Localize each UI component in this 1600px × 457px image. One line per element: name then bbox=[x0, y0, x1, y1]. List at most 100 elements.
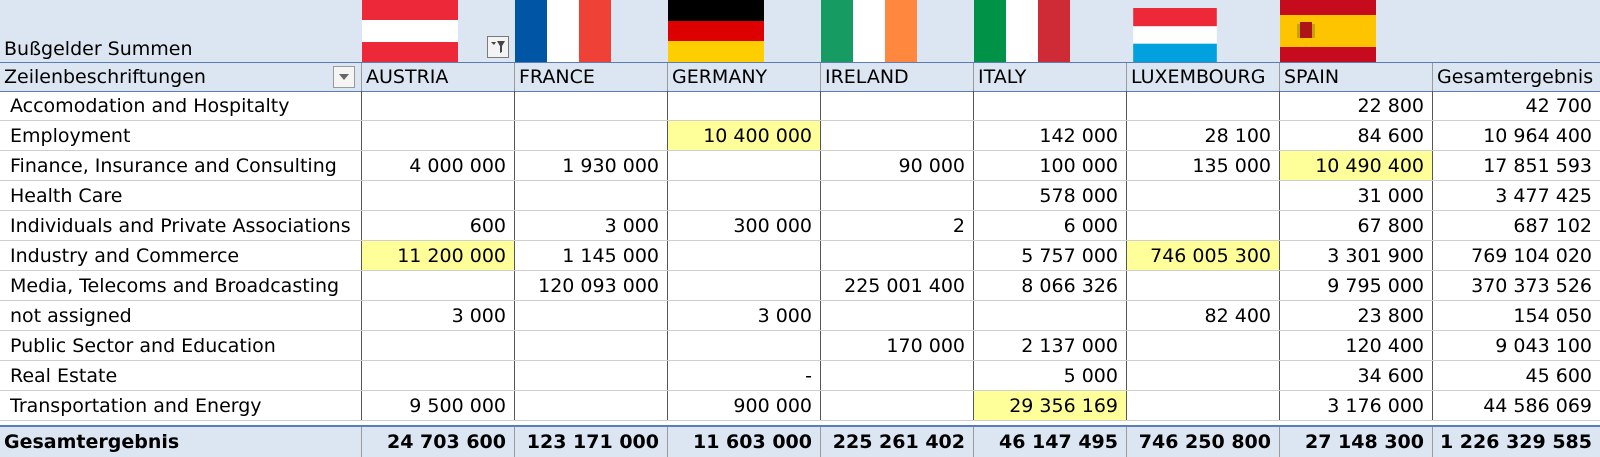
value-cell[interactable]: 135 000 bbox=[1127, 151, 1280, 180]
value-cell[interactable] bbox=[1127, 181, 1280, 210]
column-filter-button[interactable] bbox=[487, 36, 509, 58]
row-label[interactable]: Transportation and Energy bbox=[0, 391, 362, 420]
value-cell[interactable] bbox=[974, 91, 1127, 120]
value-cell[interactable]: 225 001 400 bbox=[821, 271, 974, 300]
row-label[interactable]: Finance, Insurance and Consulting bbox=[0, 151, 362, 180]
value-cell[interactable] bbox=[362, 331, 515, 360]
row-label[interactable]: not assigned bbox=[0, 301, 362, 330]
row-label[interactable]: Industry and Commerce bbox=[0, 241, 362, 270]
value-cell[interactable] bbox=[821, 121, 974, 150]
value-cell[interactable] bbox=[1127, 391, 1280, 420]
row-total-cell[interactable]: 45 600 bbox=[1525, 364, 1592, 387]
value-cell[interactable]: 23 800 bbox=[1280, 301, 1433, 330]
value-cell[interactable] bbox=[668, 241, 821, 270]
value-cell[interactable]: 300 000 bbox=[668, 211, 821, 240]
value-cell[interactable]: 10 490 400 bbox=[1280, 151, 1433, 180]
value-cell[interactable] bbox=[1127, 271, 1280, 300]
row-label[interactable]: Media, Telecoms and Broadcasting bbox=[0, 271, 362, 300]
value-cell[interactable] bbox=[974, 301, 1127, 330]
grand-total-cell[interactable]: 123 171 000 bbox=[515, 427, 668, 457]
value-cell[interactable] bbox=[362, 121, 515, 150]
value-cell[interactable]: 1 145 000 bbox=[515, 241, 668, 270]
value-cell[interactable] bbox=[821, 91, 974, 120]
value-cell[interactable] bbox=[1127, 331, 1280, 360]
value-cell[interactable]: 10 400 000 bbox=[668, 121, 821, 150]
value-cell[interactable] bbox=[821, 361, 974, 390]
value-cell[interactable]: 1 930 000 bbox=[515, 151, 668, 180]
value-cell[interactable] bbox=[668, 331, 821, 360]
value-cell[interactable] bbox=[668, 271, 821, 300]
value-cell[interactable]: 6 000 bbox=[974, 211, 1127, 240]
column-header[interactable]: LUXEMBOURG bbox=[1127, 63, 1280, 91]
value-cell[interactable] bbox=[668, 181, 821, 210]
grand-total-cell[interactable]: 746 250 800 bbox=[1127, 427, 1280, 457]
grand-total-cell[interactable]: 11 603 000 bbox=[668, 427, 821, 457]
value-cell[interactable]: 120 093 000 bbox=[515, 271, 668, 300]
value-cell[interactable]: 90 000 bbox=[821, 151, 974, 180]
grand-total-overall[interactable]: 1 226 329 585 bbox=[1439, 431, 1592, 453]
value-cell[interactable]: 9 500 000 bbox=[362, 391, 515, 420]
value-cell[interactable]: 170 000 bbox=[821, 331, 974, 360]
row-total-cell[interactable]: 3 477 425 bbox=[1495, 184, 1592, 207]
value-cell[interactable]: 3 176 000 bbox=[1280, 391, 1433, 420]
value-cell[interactable]: 8 066 326 bbox=[974, 271, 1127, 300]
value-cell[interactable]: 5 757 000 bbox=[974, 241, 1127, 270]
total-column-header[interactable]: Gesamtergebnis bbox=[1437, 66, 1594, 88]
row-label[interactable]: Public Sector and Education bbox=[0, 331, 362, 360]
value-cell[interactable] bbox=[362, 271, 515, 300]
grand-total-cell[interactable]: 27 148 300 bbox=[1280, 427, 1433, 457]
value-cell[interactable]: 578 000 bbox=[974, 181, 1127, 210]
value-cell[interactable]: 900 000 bbox=[668, 391, 821, 420]
value-cell[interactable]: 120 400 bbox=[1280, 331, 1433, 360]
value-cell[interactable] bbox=[668, 91, 821, 120]
value-cell[interactable]: 100 000 bbox=[974, 151, 1127, 180]
value-cell[interactable]: - bbox=[668, 361, 821, 390]
column-header[interactable]: ITALY bbox=[974, 63, 1127, 91]
grand-total-label[interactable]: Gesamtergebnis bbox=[0, 427, 362, 457]
value-cell[interactable]: 9 795 000 bbox=[1280, 271, 1433, 300]
value-cell[interactable]: 11 200 000 bbox=[362, 241, 515, 270]
value-cell[interactable]: 3 000 bbox=[515, 211, 668, 240]
row-total-cell[interactable]: 10 964 400 bbox=[1483, 124, 1592, 147]
row-total-cell[interactable]: 370 373 526 bbox=[1471, 274, 1592, 297]
row-label[interactable]: Accomodation and Hospitalty bbox=[0, 91, 362, 120]
row-total-cell[interactable]: 17 851 593 bbox=[1483, 154, 1592, 177]
value-cell[interactable] bbox=[515, 331, 668, 360]
value-cell[interactable] bbox=[362, 181, 515, 210]
column-header[interactable]: SPAIN bbox=[1280, 63, 1433, 91]
value-cell[interactable] bbox=[1127, 91, 1280, 120]
value-cell[interactable] bbox=[515, 121, 668, 150]
row-total-cell[interactable]: 769 104 020 bbox=[1471, 244, 1592, 267]
value-cell[interactable]: 2 bbox=[821, 211, 974, 240]
value-cell[interactable]: 22 800 bbox=[1280, 91, 1433, 120]
row-label[interactable]: Individuals and Private Associations bbox=[0, 211, 362, 240]
value-cell[interactable] bbox=[362, 361, 515, 390]
value-cell[interactable]: 67 800 bbox=[1280, 211, 1433, 240]
value-cell[interactable]: 600 bbox=[362, 211, 515, 240]
row-total-cell[interactable]: 687 102 bbox=[1513, 214, 1592, 237]
value-cell[interactable] bbox=[1127, 211, 1280, 240]
value-cell[interactable]: 31 000 bbox=[1280, 181, 1433, 210]
row-label[interactable]: Health Care bbox=[0, 181, 362, 210]
value-cell[interactable] bbox=[821, 301, 974, 330]
value-cell[interactable] bbox=[515, 91, 668, 120]
value-cell[interactable]: 746 005 300 bbox=[1127, 241, 1280, 270]
grand-total-cell[interactable]: 225 261 402 bbox=[821, 427, 974, 457]
row-total-cell[interactable]: 42 700 bbox=[1525, 94, 1592, 117]
value-cell[interactable] bbox=[821, 241, 974, 270]
column-header[interactable]: AUSTRIA bbox=[362, 63, 515, 91]
value-cell[interactable] bbox=[821, 181, 974, 210]
row-total-cell[interactable]: 9 043 100 bbox=[1495, 334, 1592, 357]
row-total-cell[interactable]: 44 586 069 bbox=[1483, 394, 1592, 417]
value-cell[interactable]: 3 301 900 bbox=[1280, 241, 1433, 270]
value-cell[interactable]: 28 100 bbox=[1127, 121, 1280, 150]
column-header[interactable]: GERMANY bbox=[668, 63, 821, 91]
row-label[interactable]: Employment bbox=[0, 121, 362, 150]
value-cell[interactable]: 34 600 bbox=[1280, 361, 1433, 390]
column-header[interactable]: IRELAND bbox=[821, 63, 974, 91]
value-cell[interactable] bbox=[668, 151, 821, 180]
value-cell[interactable]: 29 356 169 bbox=[974, 391, 1127, 420]
row-labels-dropdown-button[interactable] bbox=[333, 66, 355, 88]
value-cell[interactable] bbox=[515, 181, 668, 210]
value-cell[interactable]: 3 000 bbox=[362, 301, 515, 330]
